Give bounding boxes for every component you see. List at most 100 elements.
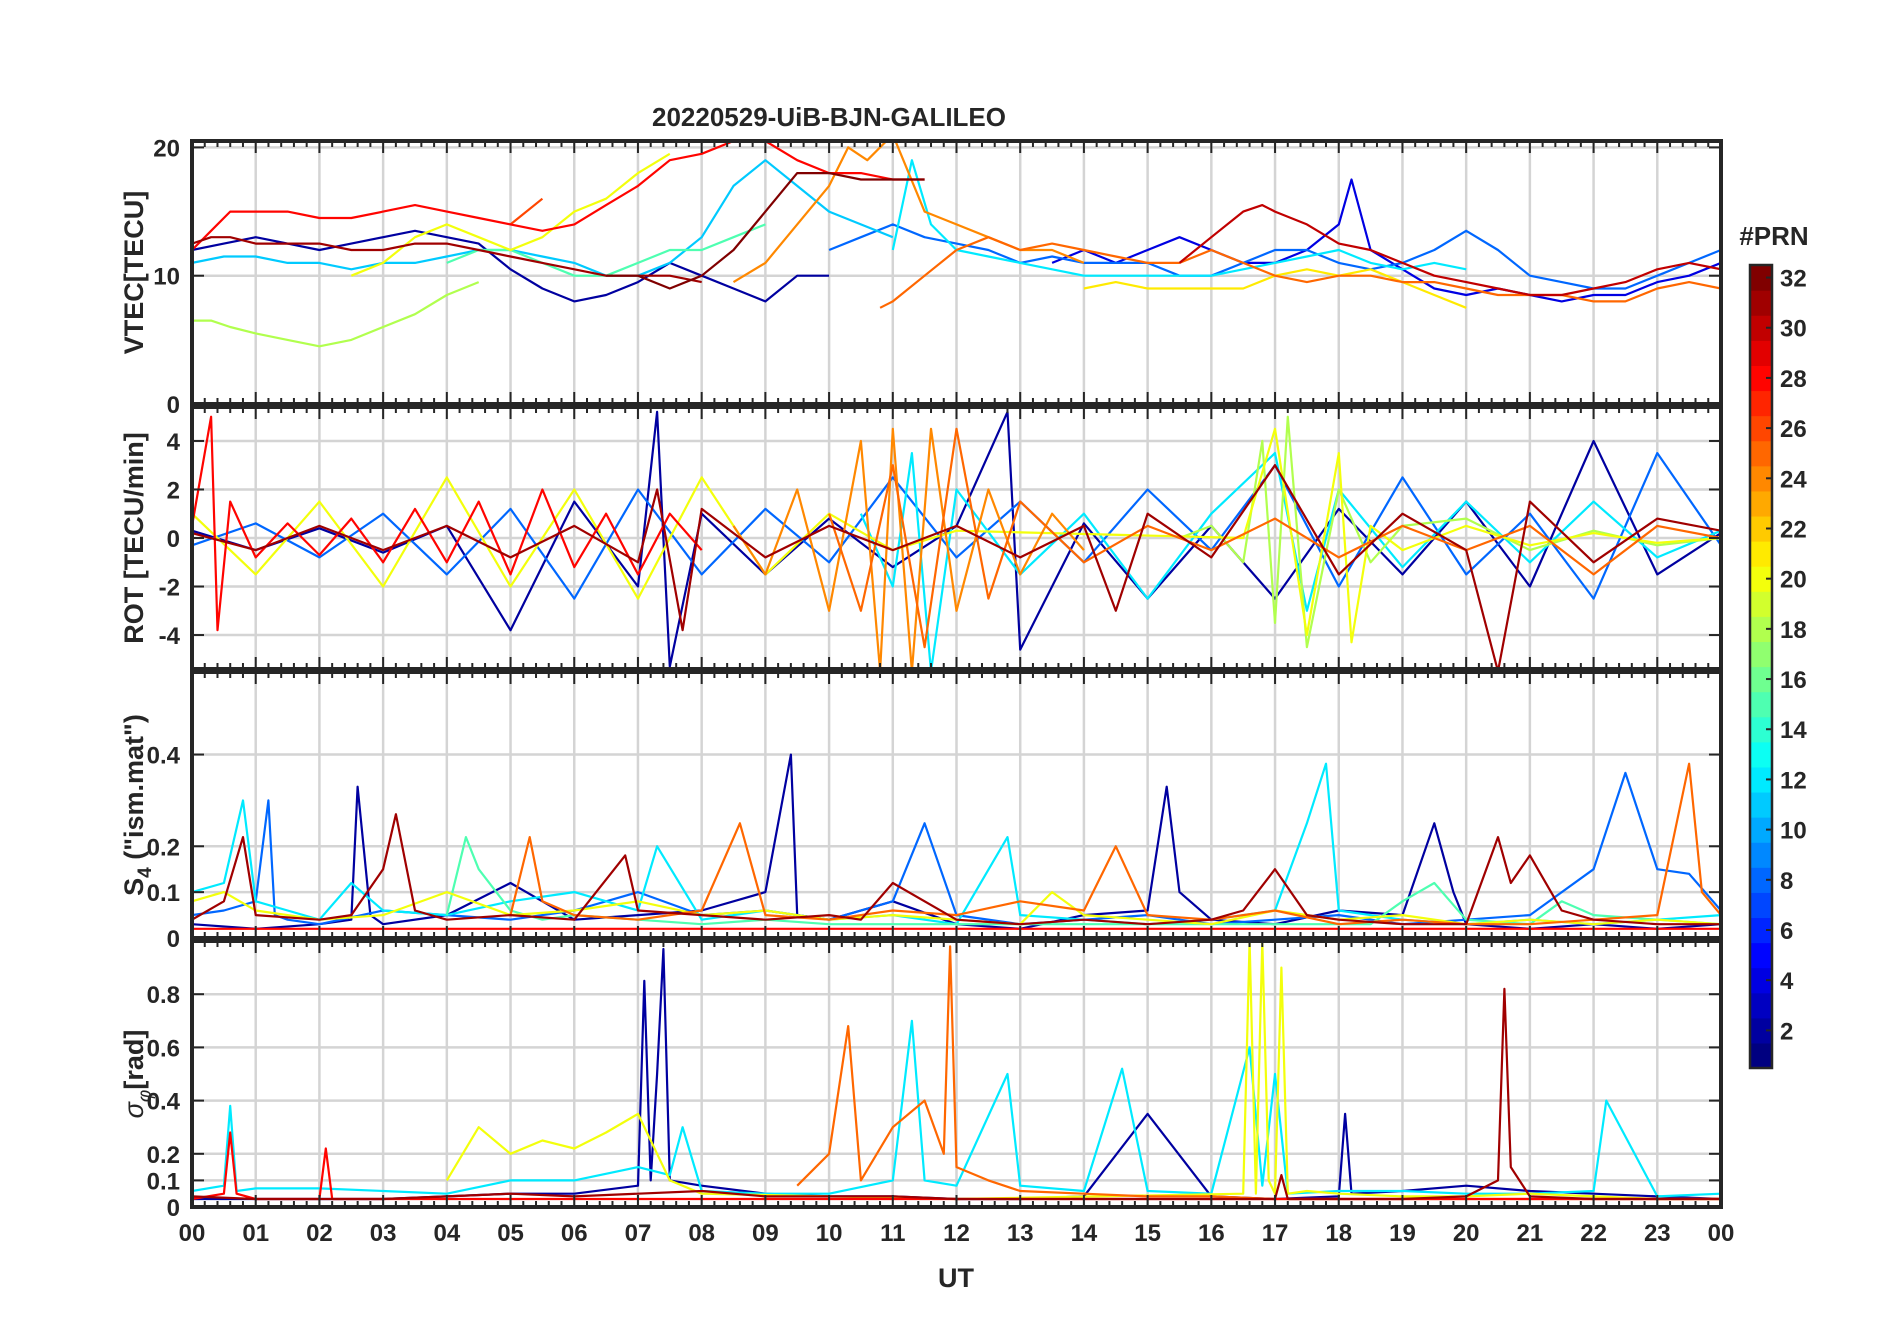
colorbar-segment (1750, 641, 1772, 668)
colorbar-tick-label: 26 (1780, 416, 1807, 443)
y-axis-label-s4: S4 ("ism.mat") (119, 714, 156, 896)
colorbar-segment (1750, 992, 1772, 1019)
colorbar-segment (1750, 917, 1772, 944)
colorbar-tick-label: 24 (1780, 466, 1807, 493)
colorbar-tick-label: 20 (1780, 567, 1807, 594)
colorbar-segment (1750, 390, 1772, 417)
x-tick-label: 11 (880, 1220, 905, 1247)
x-tick-label: 13 (1007, 1220, 1034, 1247)
colorbar-segment (1750, 290, 1772, 316)
panel-s4: 0 0.1 0.2 0.4S4 ("ism.mat") (119, 670, 1723, 953)
colorbar-tick-label: 16 (1780, 667, 1807, 694)
tick-marks (191, 141, 1722, 405)
colorbar-segment (1750, 967, 1772, 994)
colorbar-segment (1750, 716, 1772, 743)
y-tick-label: 4 (167, 429, 181, 456)
panel-sigma_phi: 00.10.2 0.4 0.6 0.8 σφ[rad] (119, 939, 1723, 1222)
series-prn-30 (1178, 204, 1721, 297)
tick-marks (191, 407, 1722, 669)
x-tick-labels: 00 01 02 03 04 05 06 07 08 09 10 11 12 13 14 15 16 17 18 19… (179, 1220, 1735, 1247)
y-tick-label: 0.8 (147, 982, 180, 1009)
series-prn-25 (879, 236, 1721, 309)
colorbar-tick-label: 30 (1780, 316, 1807, 343)
series-group (192, 141, 1721, 348)
colorbar-segment (1750, 515, 1772, 542)
series-prn-18 (192, 281, 480, 348)
x-tick-label: 15 (1134, 1220, 1161, 1247)
colorbar-segment (1750, 842, 1772, 868)
y-axis-label-rot: ROT [TECU/min] (119, 432, 149, 643)
colorbar-segment (1750, 691, 1772, 718)
x-tick-label: 04 (433, 1220, 460, 1247)
colorbar-segment (1750, 566, 1772, 592)
colorbar-segment (1750, 591, 1772, 617)
x-tick-label: 14 (1071, 1220, 1098, 1247)
y-tick-label: 0.1 (147, 880, 180, 907)
colorbar-segment (1750, 315, 1772, 341)
series-prn-26 (509, 197, 544, 226)
colorbar-frame (1748, 263, 1774, 1070)
series-prn-20 (192, 427, 1721, 644)
x-tick-label: 18 (1325, 1220, 1352, 1247)
x-tick-label: 19 (1389, 1220, 1416, 1247)
colorbar-segment (1750, 892, 1772, 919)
colorbar-tick-label: 2 (1780, 1018, 1793, 1045)
colorbar-tick-label: 10 (1780, 818, 1807, 845)
series-prn-12 (192, 1019, 1721, 1198)
series-prn-11 (192, 159, 894, 277)
colorbar-segment (1750, 465, 1772, 492)
series-group (192, 941, 1721, 1201)
y-tick-label: 0.1 (147, 1168, 180, 1195)
colorbar-tick-label: 28 (1780, 366, 1807, 393)
x-tick-label: 02 (306, 1220, 333, 1247)
colorbar-segment (1750, 415, 1772, 442)
panel-rot: -4 -2 0 2 4 ROT [TECU/min] (119, 405, 1723, 671)
series-prn-12 (891, 159, 1467, 277)
x-tick-label: 08 (688, 1220, 715, 1247)
panel-vtec: 0 10 20 VTEC[TECU] (119, 135, 1723, 419)
y-tick-label: 0.2 (147, 834, 180, 861)
colorbar-segment (1750, 365, 1772, 392)
series-prn-20 (445, 941, 1721, 1201)
series-prn-31 (192, 987, 1721, 1201)
x-tick-label: 12 (943, 1220, 970, 1247)
x-tick-label: 03 (370, 1220, 397, 1247)
colorbar-tick-label: 18 (1780, 617, 1807, 644)
series-prn-2 (192, 229, 830, 303)
y-axis-label-vtec: VTEC[TECU] (119, 191, 149, 355)
colorbar-segment (1750, 265, 1772, 291)
x-tick-label: 22 (1580, 1220, 1607, 1247)
x-tick-label: 05 (497, 1220, 524, 1247)
x-tick-label: 16 (1198, 1220, 1225, 1247)
y-tick-label: -2 (159, 575, 180, 602)
tick-marks (191, 672, 1722, 939)
x-axis-label: UT (938, 1263, 974, 1293)
x-tick-label: 01 (242, 1220, 269, 1247)
series-group (192, 410, 1721, 669)
series-prn-15 (446, 223, 766, 277)
colorbar-segment (1750, 340, 1772, 366)
y-tick-label: 0 (167, 392, 180, 419)
x-tick-label: 00 (179, 1220, 206, 1247)
series-prn-25 (828, 427, 1721, 649)
colorbar-segment (1750, 817, 1772, 843)
x-tick-label: 17 (1262, 1220, 1289, 1247)
y-tick-label: 0 (167, 526, 180, 553)
y-tick-label: 10 (153, 264, 180, 291)
x-tick-label: 09 (752, 1220, 779, 1247)
colorbar-segment (1750, 666, 1772, 693)
series-group (192, 753, 1721, 930)
colorbar-segment (1750, 490, 1772, 517)
colorbar-segment (1750, 741, 1772, 768)
colorbar-segment (1750, 766, 1772, 793)
colorbar-tick-label: 4 (1780, 968, 1794, 995)
colorbar-segment (1750, 541, 1772, 567)
x-tick-label: 10 (816, 1220, 843, 1247)
colorbar-tick-label: 8 (1780, 868, 1793, 895)
series-prn-32 (606, 172, 925, 290)
y-tick-label: 0 (167, 1195, 180, 1222)
y-axis-label-sigma_phi: σφ[rad] (119, 1030, 156, 1119)
